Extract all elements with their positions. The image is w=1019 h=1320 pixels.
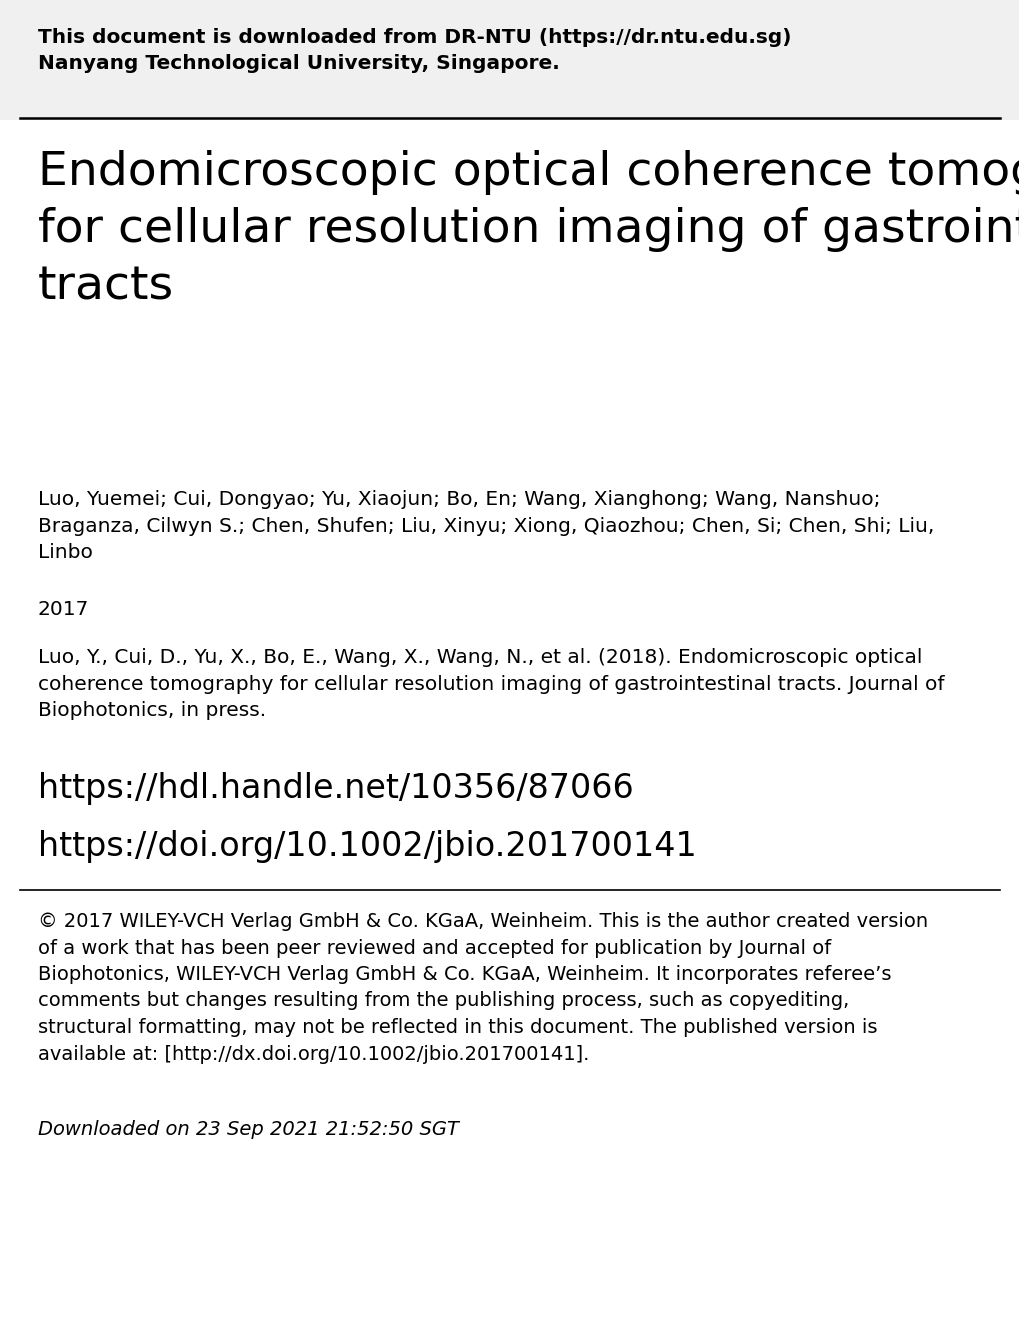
Bar [0, 0, 1019, 120]
Text: https://doi.org/10.1002/jbio.201700141: https://doi.org/10.1002/jbio.201700141 [38, 830, 696, 863]
Text: © 2017 WILEY-VCH Verlag GmbH & Co. KGaA, Weinheim. This is the author created ve: © 2017 WILEY-VCH Verlag GmbH & Co. KGaA,… [38, 912, 927, 1064]
Text: https://hdl.handle.net/10356/87066: https://hdl.handle.net/10356/87066 [38, 772, 633, 805]
Text: Downloaded on 23 Sep 2021 21:52:50 SGT: Downloaded on 23 Sep 2021 21:52:50 SGT [38, 1119, 459, 1139]
Text: This document is downloaded from DR-NTU (https://dr.ntu.edu.sg)
Nanyang Technolo: This document is downloaded from DR-NTU … [38, 28, 791, 73]
Text: Luo, Y., Cui, D., Yu, X., Bo, E., Wang, X., Wang, N., et al. (2018). Endomicrosc: Luo, Y., Cui, D., Yu, X., Bo, E., Wang, … [38, 648, 944, 719]
Text: Endomicroscopic optical coherence tomography
for cellular resolution imaging of : Endomicroscopic optical coherence tomogr… [38, 150, 1019, 309]
Text: 2017: 2017 [38, 601, 90, 619]
Text: Luo, Yuemei; Cui, Dongyao; Yu, Xiaojun; Bo, En; Wang, Xianghong; Wang, Nanshuo;
: Luo, Yuemei; Cui, Dongyao; Yu, Xiaojun; … [38, 490, 933, 562]
